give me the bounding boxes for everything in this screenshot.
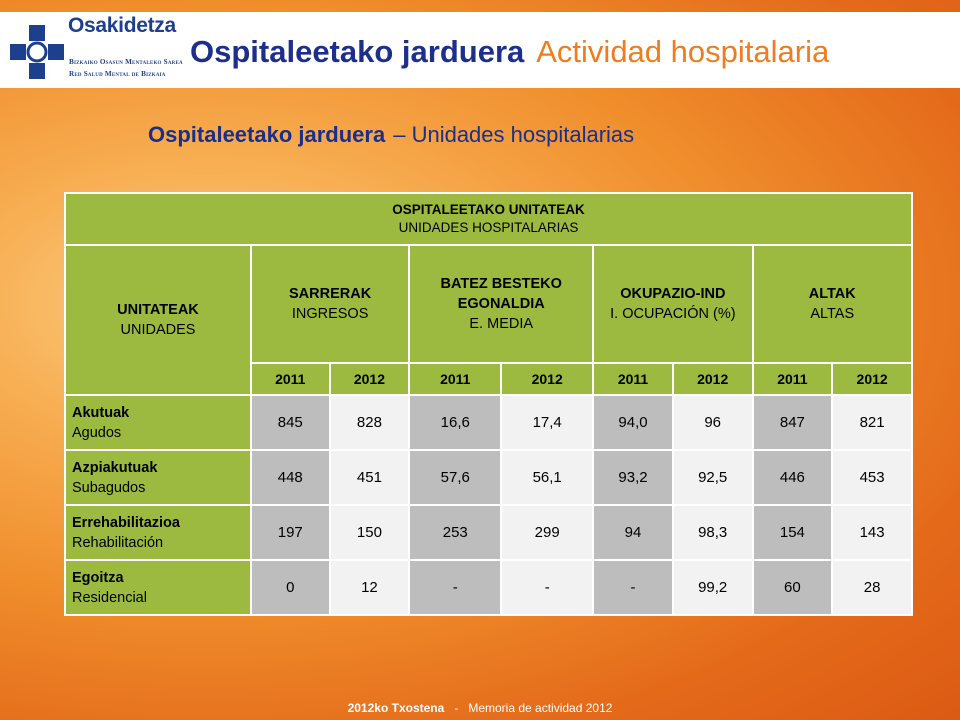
table-cell: 197 [249, 504, 331, 561]
table-row: Egoitza Residencial 0 12 - - - 99,2 60 2… [64, 559, 913, 616]
row-label: Egoitza Residencial [64, 559, 252, 616]
page-title-es: Actividad hospitalaria [536, 34, 830, 69]
row-label: Azpiakutuak Subagudos [64, 449, 252, 506]
footer-es: Memoria de actividad 2012 [468, 701, 613, 715]
group-header-eu: OKUPAZIO-IND [620, 286, 726, 302]
row-label-eu: Akutuak [72, 404, 130, 421]
header-bar: Osakidetza Bizkaiko Osasun Mentaleko Sar… [0, 12, 960, 88]
table-cell: 56,1 [500, 449, 595, 506]
subtitle-es: – Unidades hospitalarias [393, 122, 635, 147]
table-row: Azpiakutuak Subagudos 448 451 57,6 56,1 … [64, 449, 913, 506]
table-cell: 154 [751, 504, 834, 561]
osakidetza-cross-icon [10, 25, 64, 79]
page-title: Ospitaleetako jarduera Actividad hospital… [190, 32, 829, 72]
table-cell: 60 [751, 559, 834, 616]
table-title-eu: OSPITALEETAKO UNITATEAK [392, 202, 585, 217]
table-cell: 828 [328, 394, 411, 451]
row-label: Errehabilitazioa Rehabilitación [64, 504, 252, 561]
table-title-cell: OSPITALEETAKO UNITATEAK UNIDADES HOSPITA… [64, 192, 913, 246]
table-cell: 16,6 [408, 394, 503, 451]
year-cell: 2011 [408, 362, 503, 396]
subtitle-eu: Ospitaleetako jarduera [148, 122, 386, 147]
table-row: Errehabilitazioa Rehabilitación 197 150 … [64, 504, 913, 561]
column-header-row: UNITATEAK UNIDADES SARRERAK INGRESOS BAT… [64, 244, 914, 396]
table-cell: 94 [592, 504, 674, 561]
row-label-es: Subagudos [72, 479, 146, 496]
row-label-es: Rehabilitación [72, 534, 164, 551]
table-cell: 847 [751, 394, 834, 451]
table-row: Akutuak Agudos 845 828 16,6 17,4 94,0 96… [64, 394, 913, 451]
table-cell: 94,0 [592, 394, 674, 451]
footer: 2012ko Txostena - Memoria de actividad 2… [0, 701, 960, 715]
table-cell: 93,2 [592, 449, 674, 506]
table-cell: 453 [831, 449, 913, 506]
table-cell: 0 [249, 559, 331, 616]
table-cell: 98,3 [671, 504, 754, 561]
table-cell: 143 [831, 504, 913, 561]
unit-header-cell: UNITATEAK UNIDADES [64, 244, 252, 396]
table-cell: 821 [831, 394, 913, 451]
row-label-eu: Egoitza [72, 569, 124, 586]
table-cell: 845 [249, 394, 331, 451]
group-header-eu: ALTAK [808, 286, 856, 302]
group-header-eu: SARRERAK [289, 286, 372, 302]
group-header-es: E. MEDIA [469, 316, 534, 332]
group-header-avg-stay: BATEZ BESTEKO EGONALDIA E. MEDIA [408, 244, 595, 364]
row-label-es: Residencial [72, 589, 147, 606]
year-cell: 2012 [328, 362, 411, 396]
row-label-eu: Azpiakutuak [72, 459, 158, 476]
unit-header-es: UNIDADES [120, 322, 196, 338]
year-header-row: 2011 2012 2011 2012 2011 2012 2011 2012 [65, 362, 913, 396]
group-header-discharges: ALTAK ALTAS [751, 244, 914, 364]
osakidetza-logo: Osakidetza Bizkaiko Osasun Mentaleko Sar… [6, 14, 191, 87]
footer-eu: 2012ko Txostena [347, 701, 445, 715]
year-cell: 2012 [671, 362, 754, 396]
group-header-es: ALTAS [810, 306, 855, 322]
group-header-eu: BATEZ BESTEKO EGONALDIA [440, 276, 562, 312]
year-cell: 2012 [831, 362, 913, 396]
table-cell: - [408, 559, 503, 616]
year-cell: 2012 [500, 362, 595, 396]
hospital-units-table: OSPITALEETAKO UNITATEAK UNIDADES HOSPITA… [64, 192, 914, 616]
table-cell: 96 [671, 394, 754, 451]
table-cell: 57,6 [408, 449, 503, 506]
org-name-es: Red Salud Mental de Bizkaia [69, 70, 166, 78]
group-header-admissions: SARRERAK INGRESOS [249, 244, 411, 364]
brand-name: Osakidetza [68, 14, 176, 37]
row-label-es: Agudos [72, 424, 122, 441]
table-cell: - [592, 559, 674, 616]
table-title-es: UNIDADES HOSPITALARIAS [398, 220, 579, 235]
table-cell: - [500, 559, 595, 616]
year-cell: 2011 [249, 362, 331, 396]
table-cell: 17,4 [500, 394, 595, 451]
table-title-row: OSPITALEETAKO UNITATEAK UNIDADES HOSPITA… [64, 192, 913, 246]
table-cell: 99,2 [671, 559, 754, 616]
year-cell: 2011 [592, 362, 674, 396]
table-cell: 253 [408, 504, 503, 561]
table-cell: 92,5 [671, 449, 754, 506]
section-subtitle: Ospitaleetako jarduera – Unidades hospita… [148, 122, 634, 148]
table-cell: 451 [328, 449, 411, 506]
unit-header-eu: UNITATEAK [117, 302, 199, 318]
table-cell: 150 [328, 504, 411, 561]
row-label-eu: Errehabilitazioa [72, 514, 180, 531]
group-header-occupancy: OKUPAZIO-IND I. OCUPACIÓN (%) [592, 244, 754, 364]
table-cell: 448 [249, 449, 331, 506]
table-cell: 28 [831, 559, 913, 616]
group-header-es: INGRESOS [291, 306, 369, 322]
table-cell: 446 [751, 449, 834, 506]
year-cell: 2011 [751, 362, 834, 396]
table-cell: 12 [328, 559, 411, 616]
table-cell: 299 [500, 504, 595, 561]
org-name-eu: Bizkaiko Osasun Mentaleko Sarea [69, 58, 183, 66]
row-label: Akutuak Agudos [64, 394, 252, 451]
footer-separator: - [454, 701, 459, 715]
group-header-es: I. OCUPACIÓN (%) [610, 306, 736, 322]
page-title-eu: Ospitaleetako jarduera [190, 34, 525, 69]
